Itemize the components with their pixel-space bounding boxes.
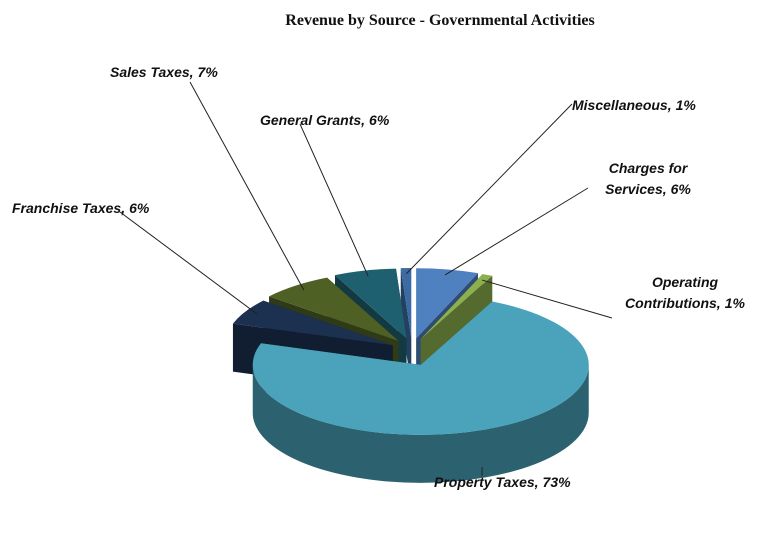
data-label: Property Taxes, 73%	[434, 472, 634, 493]
slice	[400, 268, 412, 339]
label-value: 73%	[542, 474, 571, 490]
label-category: Miscellaneous,	[572, 97, 672, 113]
slice	[416, 268, 478, 339]
label-category: Charges for Services,	[605, 160, 688, 197]
leader-line	[406, 103, 573, 274]
slice	[252, 301, 589, 435]
data-label: Sales Taxes, 7%	[110, 62, 250, 83]
data-label: Operating Contributions, 1%	[600, 272, 770, 314]
data-label: Charges for Services, 6%	[578, 158, 718, 200]
slice	[335, 268, 407, 339]
label-value: 6%	[670, 181, 691, 197]
label-category: Operating Contributions,	[625, 274, 721, 311]
slice	[232, 300, 393, 346]
slice-cut-face	[400, 268, 412, 387]
leader-line	[299, 123, 369, 277]
label-category: Franchise Taxes,	[12, 200, 126, 216]
label-category: General Grants,	[260, 112, 366, 128]
leader-line	[481, 279, 613, 319]
label-value: 6%	[369, 112, 390, 128]
data-label: General Grants, 6%	[260, 110, 440, 131]
leader-line	[119, 211, 258, 315]
label-value: 1%	[675, 97, 696, 113]
slice-group	[252, 301, 589, 483]
leader-line	[444, 187, 589, 276]
label-category: Property Taxes,	[434, 474, 539, 490]
label-value: 1%	[724, 295, 745, 311]
label-category: Sales Taxes,	[110, 64, 194, 80]
label-value: 7%	[197, 64, 218, 80]
slice	[420, 274, 493, 340]
data-label: Miscellaneous, 1%	[572, 95, 762, 116]
data-label: Franchise Taxes, 6%	[12, 198, 212, 219]
label-value: 6%	[129, 200, 150, 216]
leader-line	[189, 81, 305, 291]
slice-side	[252, 364, 589, 483]
slice	[269, 277, 399, 341]
slice-group	[400, 268, 412, 387]
chart-title: Revenue by Source - Governmental Activit…	[285, 12, 595, 29]
